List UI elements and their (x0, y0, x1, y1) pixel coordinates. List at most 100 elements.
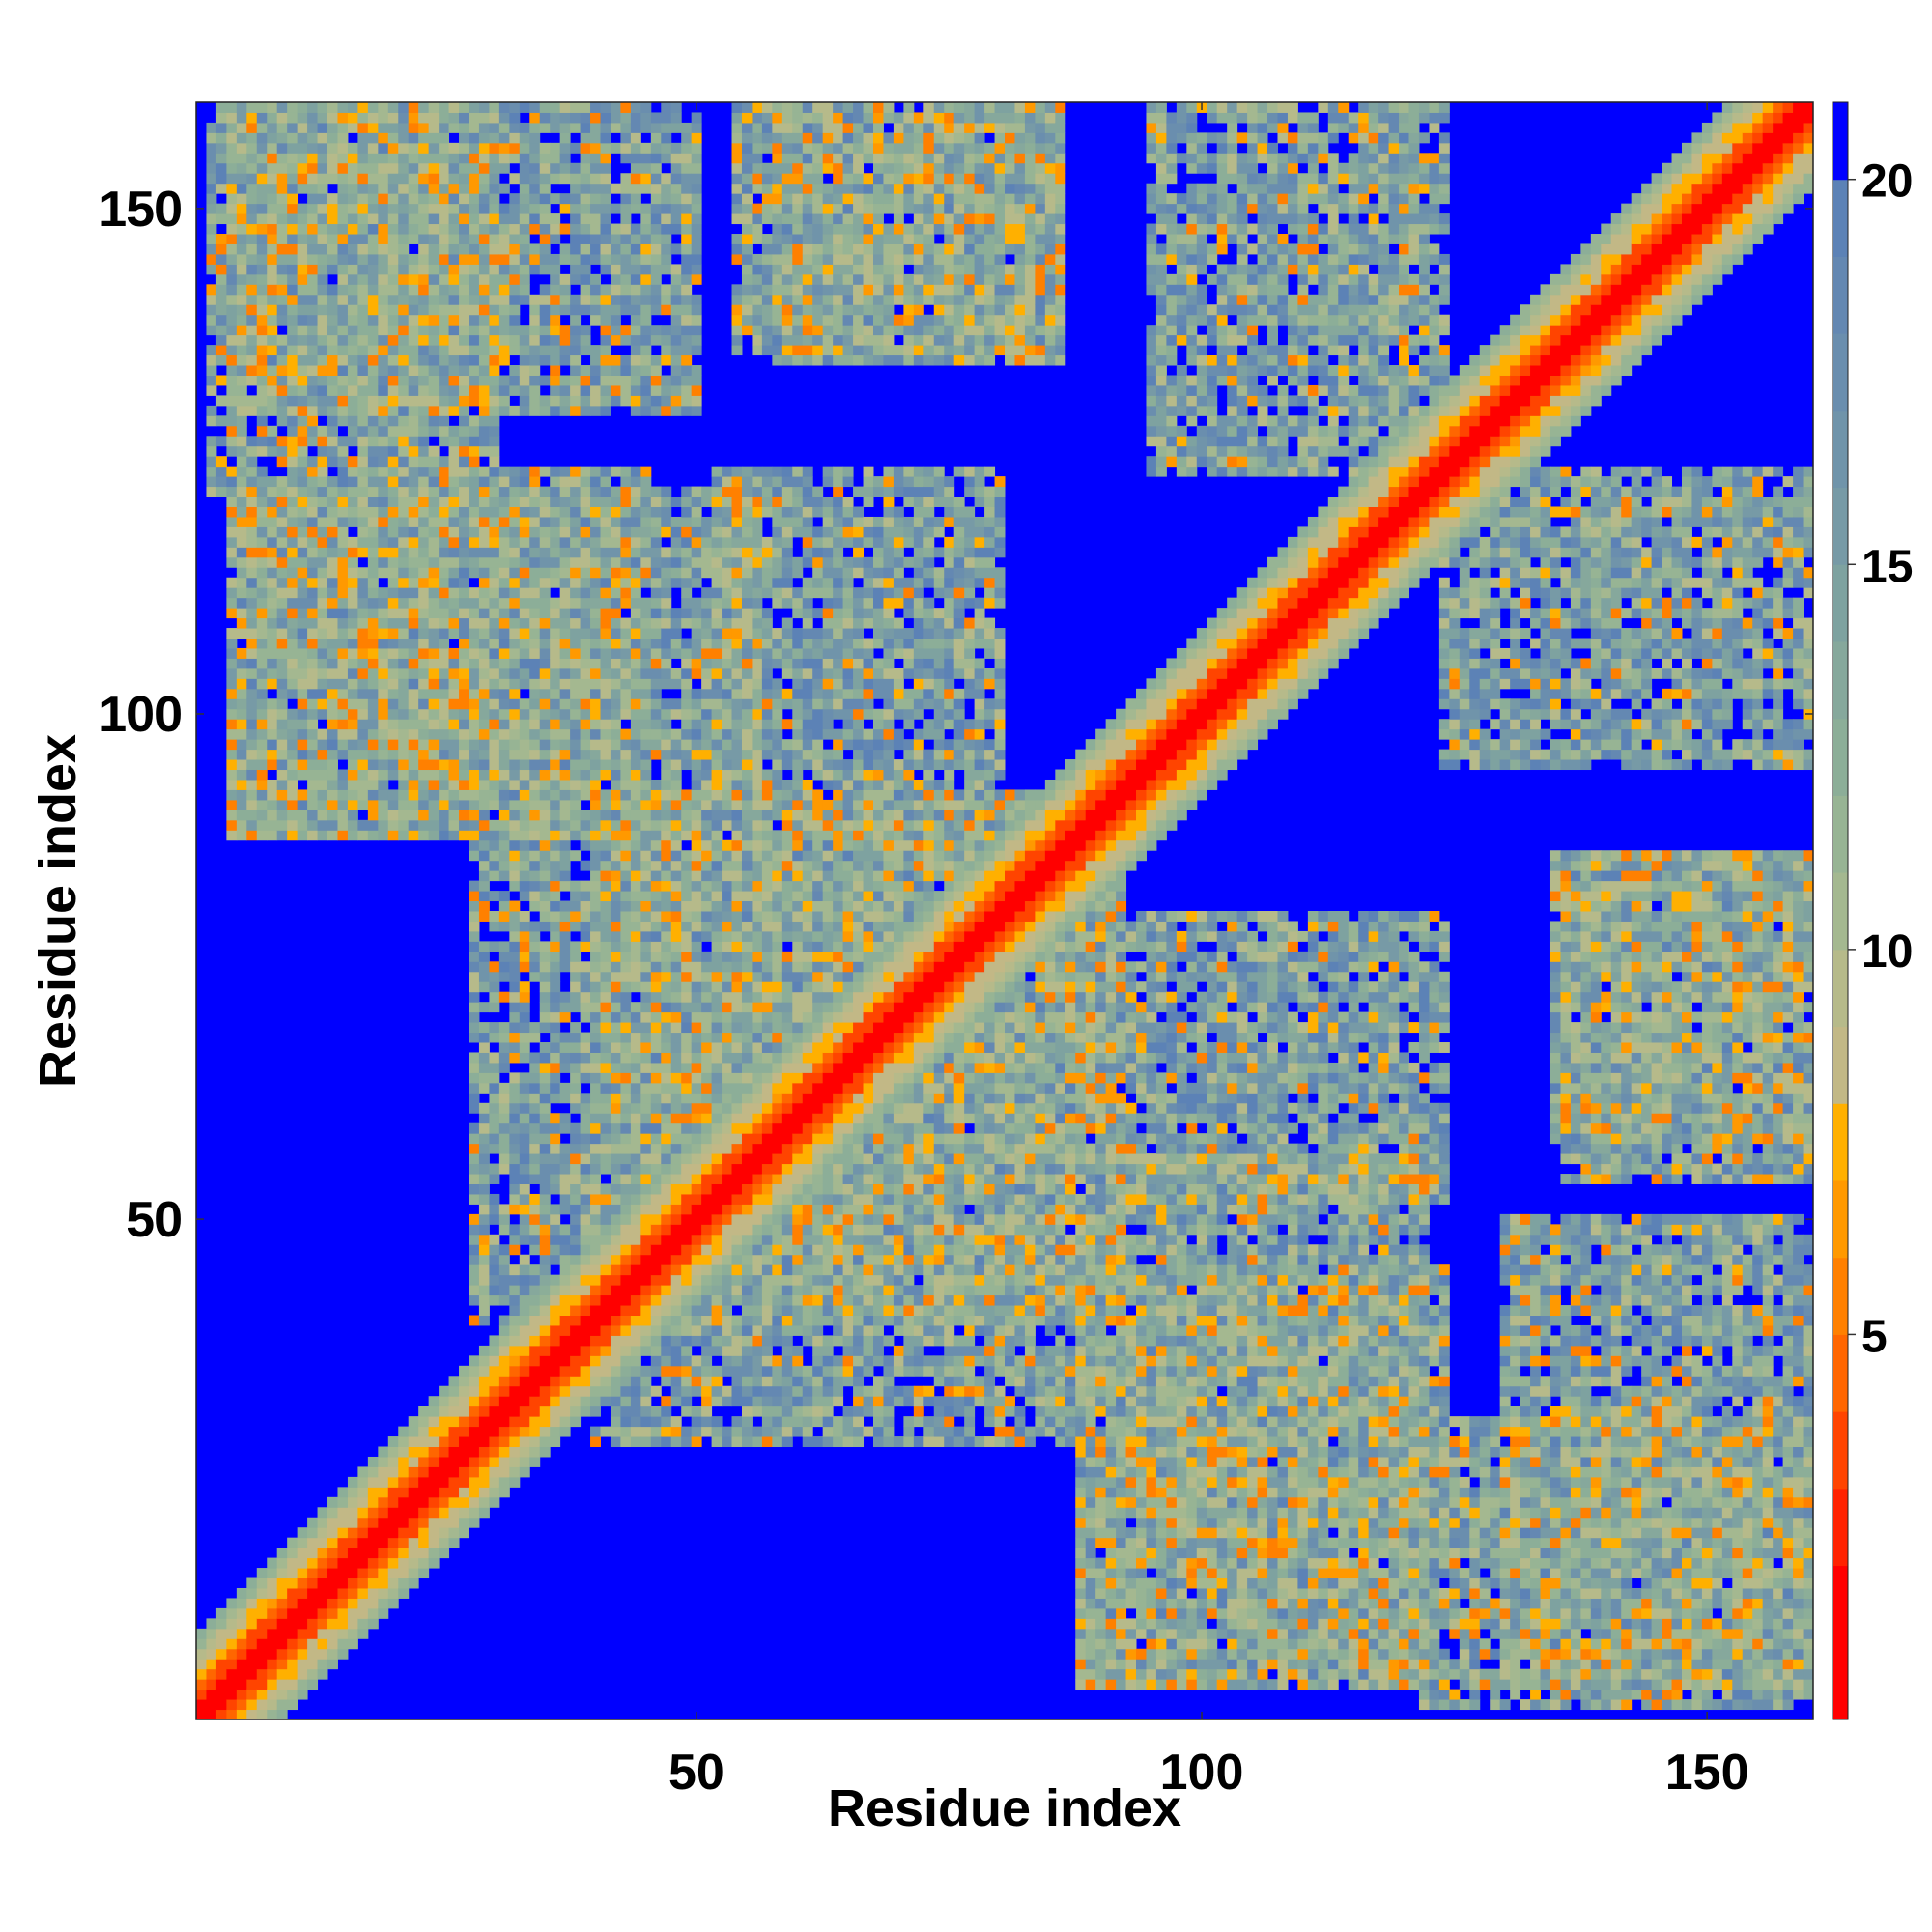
heatmap-cell (418, 153, 430, 164)
heatmap-cell (630, 628, 641, 639)
heatmap-cell (630, 688, 641, 699)
heatmap-cell (215, 355, 227, 366)
heatmap-cell (347, 608, 358, 619)
heatmap-cell (428, 698, 440, 710)
heatmap-cell (256, 728, 268, 740)
heatmap-cell (428, 1416, 440, 1428)
heatmap-cell (529, 1072, 541, 1084)
heatmap-cell (236, 132, 247, 144)
heatmap-cell (398, 102, 410, 113)
heatmap-cell (650, 1153, 662, 1165)
heatmap-cell (661, 1254, 672, 1265)
heatmap-cell (498, 304, 510, 316)
heatmap-cell (378, 719, 389, 730)
heatmap-cell (640, 1224, 652, 1236)
heatmap-cell (439, 1446, 450, 1458)
heatmap-cell (256, 749, 268, 760)
heatmap-cell (620, 839, 632, 851)
heatmap-cell (317, 253, 328, 265)
heatmap-cell (276, 334, 288, 346)
heatmap-cell (570, 688, 582, 699)
heatmap-cell (670, 1052, 682, 1064)
heatmap-cell (519, 334, 530, 346)
heatmap-cell (610, 698, 621, 710)
heatmap-cell (509, 1072, 521, 1084)
heatmap-cell (439, 112, 450, 124)
heatmap-cell (408, 638, 419, 649)
heatmap-cell (287, 1548, 298, 1559)
heatmap-cell (327, 284, 338, 296)
heatmap-cell (236, 234, 247, 244)
heatmap-cell (418, 799, 430, 810)
heatmap-cell (256, 253, 268, 265)
heatmap-cell (267, 1587, 278, 1599)
heatmap-cell (367, 759, 379, 771)
heatmap-cell (317, 436, 328, 447)
heatmap-cell (297, 658, 308, 669)
heatmap-cell (357, 708, 369, 720)
heatmap-cell (691, 1264, 702, 1276)
heatmap-cell (600, 1264, 611, 1276)
heatmap-cell (640, 789, 652, 801)
heatmap-cell (307, 415, 319, 427)
heatmap-cell (630, 749, 641, 760)
heatmap-cell (439, 658, 450, 669)
heatmap-cell (357, 668, 369, 679)
heatmap-cell (478, 819, 490, 831)
heatmap-cell (610, 1254, 621, 1265)
heatmap-cell (580, 1213, 591, 1225)
heatmap-cell (387, 1517, 399, 1528)
heatmap-cell (610, 567, 621, 579)
heatmap-cell (378, 688, 389, 699)
heatmap-cell (670, 1022, 682, 1034)
heatmap-cell (570, 1254, 582, 1265)
heatmap-cell (347, 830, 358, 841)
heatmap-cell (357, 1607, 369, 1619)
heatmap-cell (337, 142, 349, 154)
heatmap-cell (691, 830, 702, 841)
heatmap-cell (539, 516, 551, 527)
heatmap-cell (469, 355, 480, 366)
heatmap-cell (347, 668, 358, 679)
heatmap-cell (307, 1638, 319, 1650)
heatmap-cell (246, 173, 258, 185)
heatmap-cell (519, 1376, 530, 1387)
heatmap-cell (519, 476, 530, 488)
heatmap-cell (590, 1133, 601, 1145)
heatmap-cell (691, 547, 702, 558)
heatmap-cell (670, 1011, 682, 1023)
heatmap-cell (610, 728, 621, 740)
heatmap-cell (620, 1396, 632, 1407)
heatmap-cell (378, 638, 389, 649)
heatmap-cell (559, 486, 571, 497)
heatmap-cell (550, 334, 561, 346)
heatmap-cell (539, 234, 551, 244)
heatmap-cell (317, 647, 328, 659)
heatmap-cell (246, 1668, 258, 1680)
heatmap-cell (509, 405, 521, 416)
heatmap-cell (469, 456, 480, 468)
heatmap-cell (550, 1143, 561, 1154)
heatmap-cell (347, 345, 358, 356)
heatmap-cell (681, 1122, 693, 1134)
heatmap-cell (317, 294, 328, 305)
heatmap-cell (670, 355, 682, 366)
heatmap-cell (640, 1426, 652, 1437)
heatmap-cell (378, 284, 389, 296)
heatmap-cell (590, 203, 601, 214)
heatmap-cell (640, 1183, 652, 1195)
heatmap-cell (469, 638, 480, 649)
heatmap-cell (317, 1507, 328, 1519)
heatmap-cell (347, 162, 358, 174)
heatmap-cell (246, 759, 258, 771)
heatmap-cell (398, 253, 410, 265)
heatmap-cell (317, 789, 328, 801)
heatmap-cell (378, 678, 389, 690)
heatmap-cell (367, 506, 379, 518)
heatmap-cell (439, 739, 450, 751)
heatmap-cell (661, 708, 672, 720)
heatmap-cell (519, 728, 530, 740)
heatmap-cell (489, 830, 500, 841)
heatmap-cell (630, 102, 641, 113)
heatmap-cell (206, 375, 217, 386)
